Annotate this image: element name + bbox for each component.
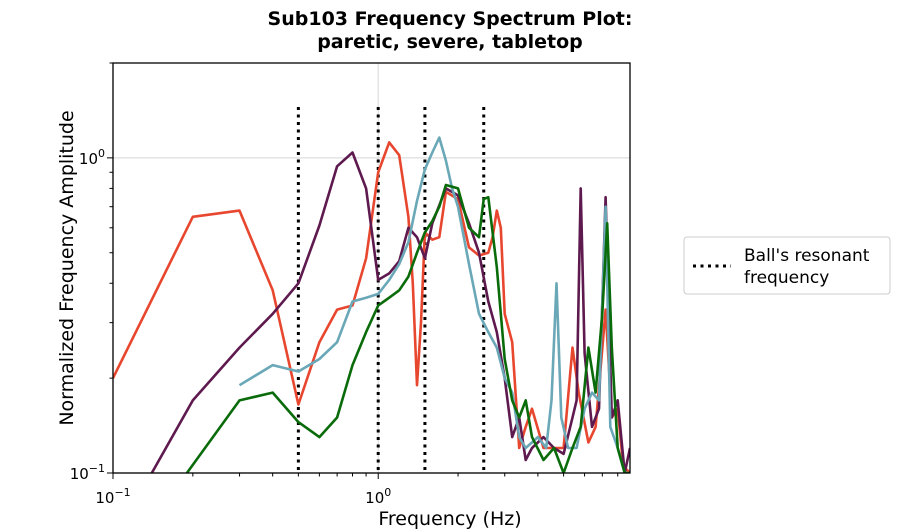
plot-frame bbox=[112, 62, 631, 474]
axis-ticks: 10−1 100 10−1 100 bbox=[70, 62, 619, 507]
chart-title-line-1: Sub103 Frequency Spectrum Plot: bbox=[268, 8, 633, 30]
legend: Ball's resonant frequency bbox=[683, 236, 891, 295]
series-line-0 bbox=[113, 141, 630, 473]
series-line-2 bbox=[238, 136, 630, 473]
y-tick-label-1: 100 bbox=[79, 147, 105, 168]
x-tick-label-0: 10−1 bbox=[95, 486, 130, 507]
series-line-3 bbox=[185, 183, 630, 473]
x-axis-label: Frequency (Hz) bbox=[378, 508, 521, 530]
legend-label-line-1: Ball's resonant bbox=[744, 246, 870, 266]
legend-box bbox=[683, 236, 891, 295]
y-axis-label: Normalized Frequency Amplitude bbox=[56, 110, 78, 425]
resonant-frequency-lines bbox=[296, 107, 486, 473]
chart-title-line-2: paretic, severe, tabletop bbox=[317, 31, 583, 53]
series-line-1 bbox=[150, 151, 630, 473]
y-tick-label-0: 10−1 bbox=[70, 462, 105, 483]
grid-lines bbox=[112, 63, 630, 474]
legend-label-line-2: frequency bbox=[744, 268, 829, 288]
x-tick-label-1: 100 bbox=[365, 486, 391, 507]
series-group bbox=[113, 136, 630, 473]
